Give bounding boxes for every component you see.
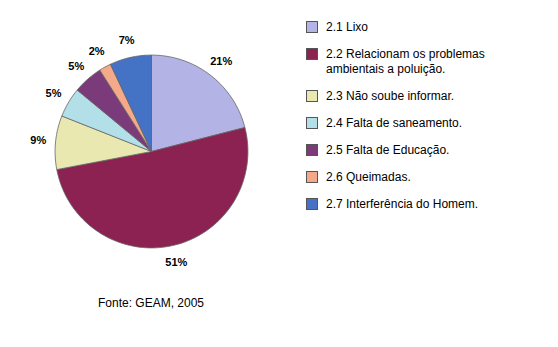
svg-text:9%: 9% [30,134,46,146]
svg-text:5%: 5% [46,87,62,99]
html-text:2.4 Falta de saneamento.: 2.4 Falta de saneamento. [326,116,463,130]
svg-text:21%: 21% [210,55,232,67]
html-text:2.1 Lixo: 2.1 Lixo [326,20,368,34]
html-text:2.3 Não soube informar.: 2.3 Não soube informar. [326,89,455,103]
svg-text:51%: 51% [165,256,187,268]
svg-text:7%: 7% [119,34,135,46]
html-text:2.7 Interferência do Homem.: 2.7 Interferência do Homem. [326,197,479,211]
html-text:2.6 Queimadas.: 2.6 Queimadas. [326,170,411,184]
html-text:2.2 Relacionam os problemas am: 2.2 Relacionam os problemas ambientais a… [326,47,485,76]
html-text:Fonte: GEAM, 2005: Fonte: GEAM, 2005 [98,296,204,310]
svg-text:2%: 2% [89,45,105,57]
html-text:2.5 Falta de Educação.: 2.5 Falta de Educação. [326,143,450,157]
svg-text:5%: 5% [68,60,84,72]
